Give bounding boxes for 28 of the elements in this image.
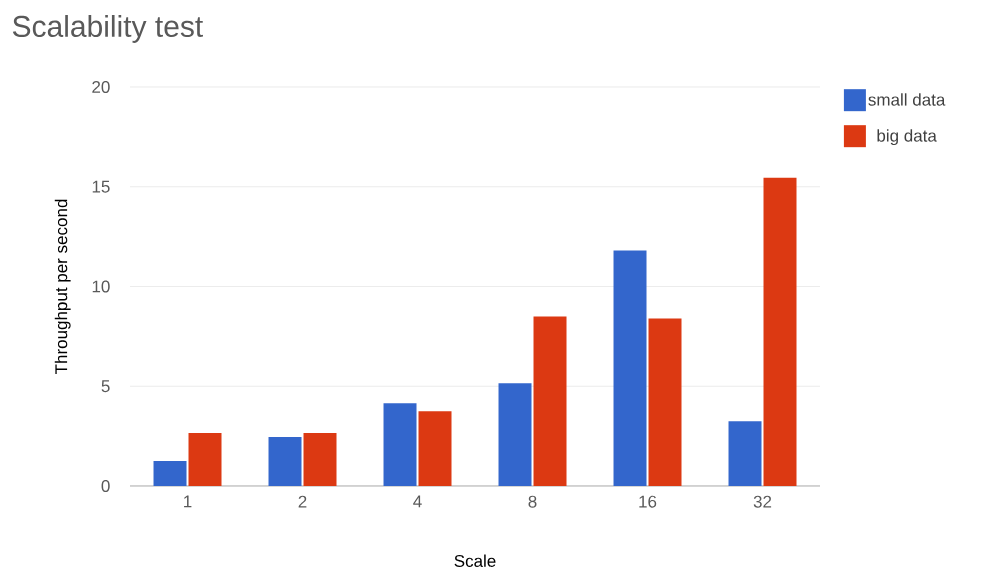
bar xyxy=(153,461,187,486)
bar xyxy=(728,421,762,486)
x-tick-label: 1 xyxy=(184,495,192,508)
bar xyxy=(188,433,222,486)
bar xyxy=(303,433,337,486)
y-tick-label: 10 xyxy=(92,280,110,293)
x-tick-label: 8 xyxy=(528,495,537,508)
bar xyxy=(648,318,682,486)
x-axis-title: Scale xyxy=(454,554,496,567)
y-tick-label: 20 xyxy=(92,80,110,94)
bar xyxy=(763,177,797,486)
bar xyxy=(613,250,647,486)
x-tick-label: 4 xyxy=(413,495,422,508)
chart-title: Scalability test xyxy=(12,15,203,43)
y-tick-label: 15 xyxy=(92,180,110,193)
legend-label: small data xyxy=(868,93,946,106)
legend-label: big data xyxy=(877,129,937,146)
bar xyxy=(498,383,532,486)
y-tick-label: 5 xyxy=(101,380,110,393)
y-tick-label: 0 xyxy=(101,479,110,493)
x-tick-label: 2 xyxy=(298,495,307,508)
bar xyxy=(533,316,567,486)
x-tick-label: 32 xyxy=(753,495,772,508)
bar xyxy=(383,403,417,486)
bar xyxy=(418,411,452,486)
y-axis-title: Throughput per second xyxy=(54,199,71,374)
bar xyxy=(268,437,302,486)
x-tick-label: 16 xyxy=(639,495,657,508)
